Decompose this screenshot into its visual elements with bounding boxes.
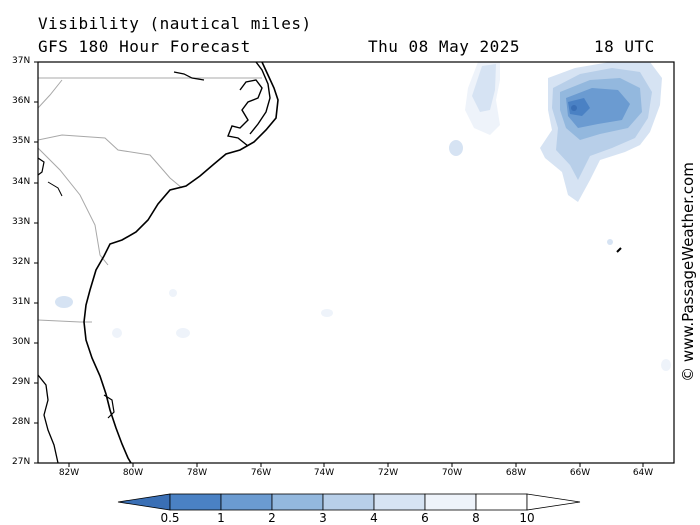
lon-label-80w: 80W xyxy=(122,468,144,478)
patch-4 xyxy=(112,328,122,338)
low-visibility-area-northeast-core xyxy=(566,88,630,128)
island-bermuda xyxy=(616,247,622,253)
latitude-ticks xyxy=(34,61,38,464)
lon-label-78w: 78W xyxy=(186,468,208,478)
lon-label-64w: 64W xyxy=(632,468,654,478)
patch-2 xyxy=(55,296,73,308)
colorbar-bin-1 xyxy=(169,493,222,511)
longitude-ticks xyxy=(68,463,644,467)
patch-7 xyxy=(661,359,671,371)
low-visibility-area-northeast-center xyxy=(568,98,590,116)
colorbar-label-10: 10 xyxy=(519,511,535,525)
lon-label-74w: 74W xyxy=(313,468,335,478)
ga-coast-islands xyxy=(38,157,45,176)
lon-label-70w: 70W xyxy=(441,468,463,478)
colorbar-label-0-5: 0.5 xyxy=(160,511,180,525)
lake-marion xyxy=(47,181,63,197)
forecast-subtitle: GFS 180 Hour Forecast xyxy=(38,37,251,56)
outer-banks xyxy=(249,62,271,135)
chart-title: Visibility (nautical miles) xyxy=(38,14,312,33)
lat-label-27n: 27N xyxy=(12,457,31,467)
colorbar xyxy=(117,493,581,511)
colorbar-label-6: 6 xyxy=(421,511,429,525)
lon-label-68w: 68W xyxy=(505,468,527,478)
watermark: © www.PassageWeather.com xyxy=(679,162,697,382)
patch-5 xyxy=(321,309,333,317)
colorbar-label-8: 8 xyxy=(472,511,480,525)
patch-1 xyxy=(449,140,463,156)
low-visibility-area-north-inner xyxy=(472,64,496,112)
colorbar-label-2: 2 xyxy=(268,511,276,525)
lat-label-37n: 37N xyxy=(12,56,31,66)
lat-label-36n: 36N xyxy=(12,96,31,106)
state-borders xyxy=(38,77,262,323)
forecast-time: 18 UTC xyxy=(594,37,655,56)
lat-label-29n: 29N xyxy=(12,377,31,387)
colorbar-label-3: 3 xyxy=(319,511,327,525)
patch-3 xyxy=(176,328,190,338)
pamlico-sound-shore xyxy=(227,79,263,147)
lat-label-31n: 31N xyxy=(12,297,31,307)
lake-okeechobee-area xyxy=(103,394,115,419)
coastline xyxy=(83,62,279,463)
lat-label-35n: 35N xyxy=(12,136,31,146)
lon-label-82w: 82W xyxy=(58,468,80,478)
colorbar-upper-arrow xyxy=(526,493,581,511)
colorbar-bin-2 xyxy=(220,493,273,511)
lat-label-28n: 28N xyxy=(12,417,31,427)
lon-label-76w: 76W xyxy=(250,468,272,478)
colorbar-label-4: 4 xyxy=(370,511,378,525)
albemarle-sound-shore xyxy=(173,71,205,81)
patch-8 xyxy=(607,239,613,245)
lat-label-30n: 30N xyxy=(12,337,31,347)
colorbar-lower-arrow xyxy=(117,493,171,511)
visibility-shading xyxy=(38,62,671,463)
florida-east-coast xyxy=(38,374,59,463)
colorbar-bin-6 xyxy=(424,493,477,511)
patch-6 xyxy=(169,289,177,297)
colorbar-bin-7 xyxy=(475,493,528,511)
lat-label-34n: 34N xyxy=(12,177,31,187)
colorbar-bin-3 xyxy=(271,493,324,511)
colorbar-bin-5 xyxy=(373,493,426,511)
lon-label-66w: 66W xyxy=(569,468,591,478)
colorbar-bin-4 xyxy=(322,493,375,511)
lon-label-72w: 72W xyxy=(377,468,399,478)
forecast-date: Thu 08 May 2025 xyxy=(368,37,520,56)
colorbar-label-1: 1 xyxy=(217,511,225,525)
fog-center-point xyxy=(571,105,577,111)
lat-label-33n: 33N xyxy=(12,217,31,227)
lat-label-32n: 32N xyxy=(12,257,31,267)
